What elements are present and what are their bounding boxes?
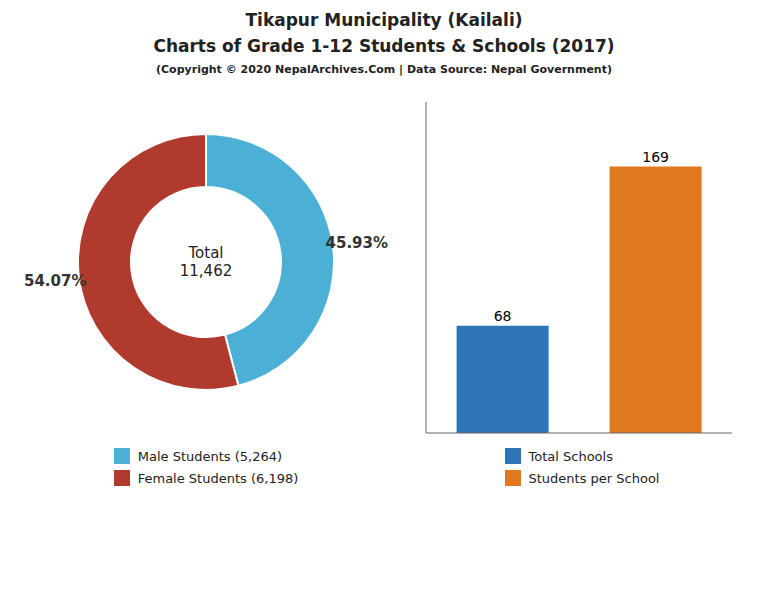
html-text:Male Students (5,264): Male Students (5,264) [137, 448, 283, 464]
svg-text:45.93%: 45.93% [326, 234, 388, 252]
html-text:Tikapur Municipality (Kailali): Tikapur Municipality (Kailali) Charts of… [153, 10, 615, 56]
html-text:Students per School: Students per School [528, 470, 660, 486]
svg-text:54.07%: 54.07% [24, 272, 86, 290]
html-text:Female Students (6,198): Female Students (6,198) [137, 470, 299, 486]
svg-text:169: 169 [642, 149, 669, 165]
html-text:(Copyright © 2020 NepalArchive: (Copyright © 2020 NepalArchives.Com | Da… [156, 63, 612, 76]
html-text:Total Schools: Total Schools [528, 448, 613, 464]
svg-text:68: 68 [494, 308, 512, 324]
html-text:Total 11,462: Total 11,462 [179, 244, 233, 280]
